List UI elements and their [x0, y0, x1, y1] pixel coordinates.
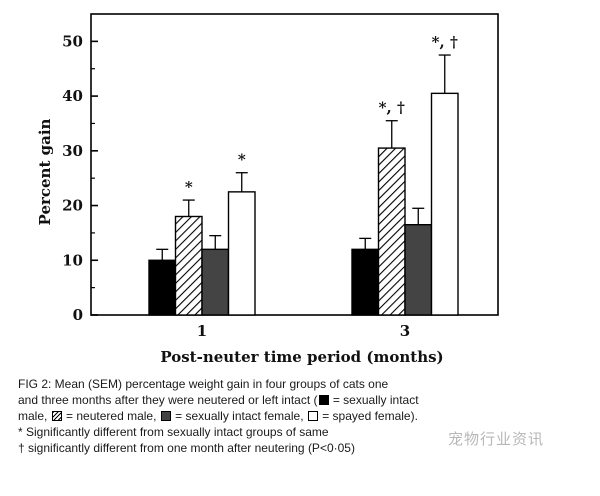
x-axis-title: Post-neuter time period (months) — [160, 348, 443, 366]
bar-spayed-female-3 — [430, 92, 459, 316]
bar-sexually-intact-female-3 — [404, 223, 433, 316]
legend-swatch-intact-male — [318, 395, 329, 405]
legend-label-neutered-male: = neutered male, — [66, 409, 157, 423]
caption-line-3: male, = neutered male, = sexually intact… — [18, 408, 590, 424]
y-tick-label: 20 — [62, 197, 83, 215]
legend-swatch-neutered-male — [51, 411, 62, 421]
x-tick-label: 3 — [400, 322, 410, 340]
caption-line-1: FIG 2: Mean (SEM) percentage weight gain… — [18, 377, 389, 391]
caption-line-2-text: and three months after they were neutere… — [18, 393, 318, 407]
legend-swatch-intact-female — [160, 411, 171, 421]
y-tick-label: 30 — [62, 142, 83, 160]
caption-footnote-2: † significantly different from one month… — [18, 441, 355, 455]
chart-bars — [148, 54, 459, 316]
legend-label-intact-female: = sexually intact female, — [175, 409, 304, 423]
bar-sexually-intact-female-1 — [201, 248, 230, 316]
bar-chart: 0 10 20 30 40 50 * * 1 *, † *, † 3 Percent gain Pos… — [36, 13, 499, 366]
x-tick-label: 1 — [197, 322, 207, 340]
chart-labels: 0 10 20 30 40 50 * * 1 *, † *, † 3 — [62, 32, 458, 340]
caption-footnote-1: * Significantly different from sexually … — [18, 425, 329, 439]
y-tick-label: 40 — [62, 87, 83, 105]
bar-neutered-male-1 — [174, 215, 203, 316]
bar-sexually-intact-male-3 — [351, 248, 380, 316]
significance-mark: *, † — [432, 33, 458, 51]
figure-caption: FIG 2: Mean (SEM) percentage weight gain… — [18, 376, 590, 456]
bar-neutered-male-3 — [377, 147, 406, 316]
legend-label-spayed-female: = spayed female). — [322, 409, 418, 423]
bar-spayed-female-1 — [227, 191, 256, 316]
caption-line-3-text: male, — [18, 409, 48, 423]
y-axis-title: Percent gain — [36, 118, 54, 225]
caption-line-2: and three months after they were neutere… — [18, 392, 590, 408]
significance-mark: * — [238, 151, 246, 169]
y-tick-label: 50 — [62, 32, 83, 50]
significance-mark: *, † — [379, 99, 405, 117]
plot-frame — [90, 13, 499, 316]
y-tick-label: 0 — [73, 306, 83, 324]
bar-sexually-intact-male-1 — [148, 259, 177, 316]
y-tick-label: 10 — [62, 251, 83, 269]
legend-label-intact-male: = sexually intact — [332, 393, 419, 407]
watermark: 宠物行业资讯 — [448, 430, 545, 448]
significance-mark: * — [185, 178, 193, 196]
legend-swatch-spayed-female — [307, 411, 318, 421]
